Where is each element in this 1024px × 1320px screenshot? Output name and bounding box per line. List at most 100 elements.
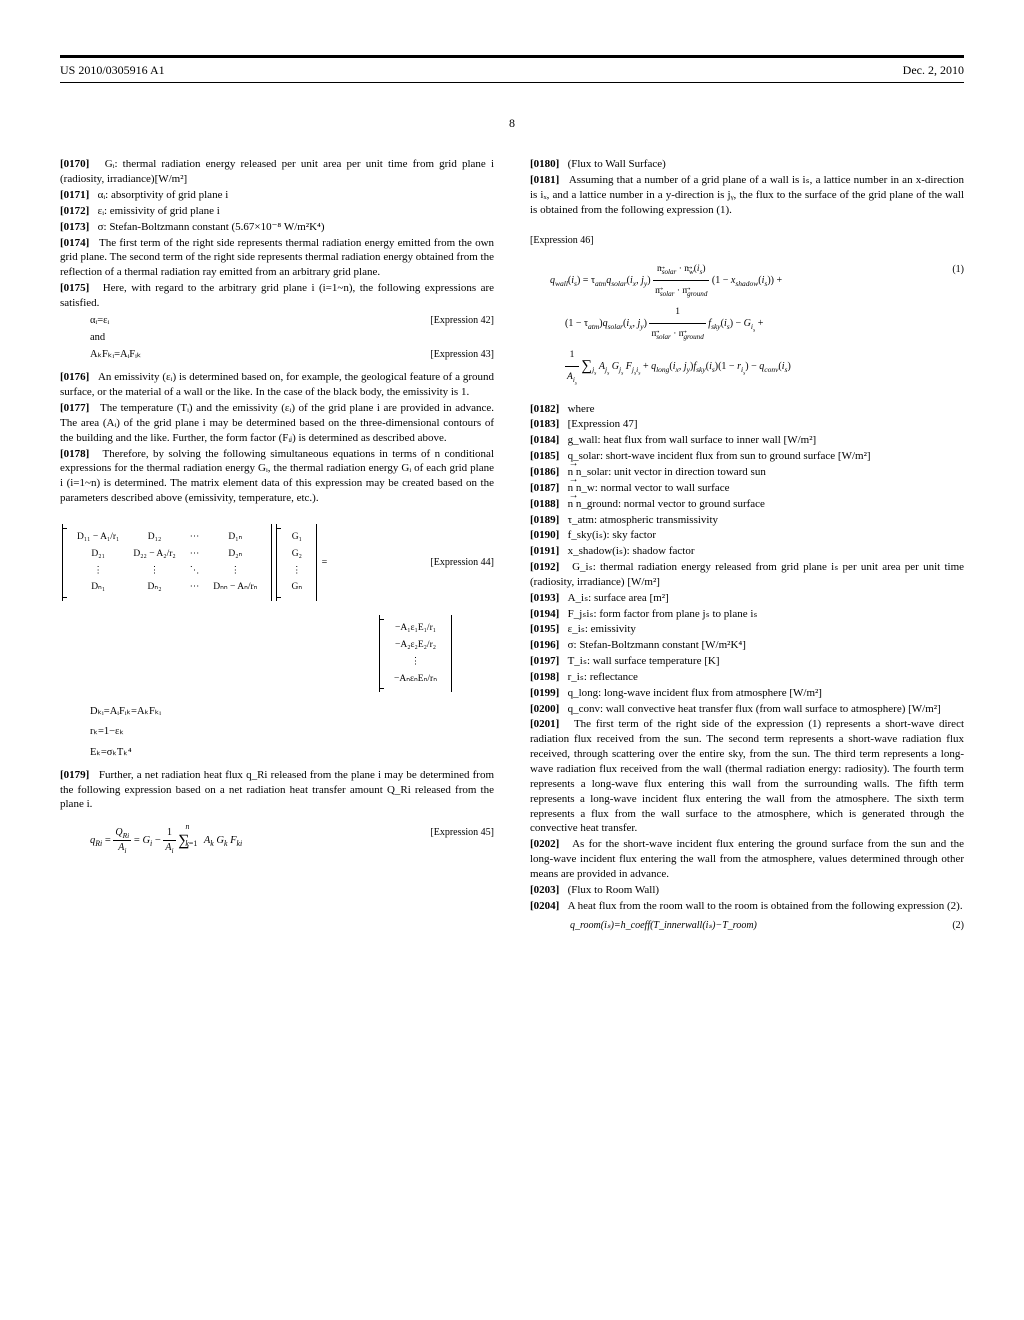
text: An emissivity (εᵢ) is determined based o… [60,371,494,398]
expression-43: AₖFₖᵢ=AᵢFᵢₖ [Expression 43] [90,348,494,362]
expression-2: (2) q_room(iₛ)=h_coeff(T_innerwall(iₛ)−T… [570,919,964,933]
doc-id: US 2010/0305916 A1 [60,62,165,78]
para-0170: [0170] Gᵢ: thermal radiation energy rele… [60,157,494,187]
expression-46-label: [Expression 46] [530,234,964,248]
label: [Expression 44] [418,556,494,570]
def-r: rₖ=1−εₖ [90,725,494,739]
para-0194: [0194] F_jₛiₛ: form factor from plane jₛ… [530,607,964,622]
text: A heat flux from the room wall to the ro… [568,900,963,912]
expression-45: [Expression 45] qRi = QRiAi = Gi − 1Ai ∑… [90,826,494,854]
para-0203: [0203] (Flux to Room Wall) [530,883,964,898]
para-0180: [0180] (Flux to Wall Surface) [530,157,964,172]
text: Further, a net radiation heat flux q_Ri … [60,769,494,811]
doc-date: Dec. 2, 2010 [903,62,964,78]
d-matrix: D₁₁ − A₁/r₁D₁₂⋯D₁ₙ D₂₁D₂₂ − A₂/r₂⋯D₂ₙ ⋮⋮… [62,524,272,601]
label: [Expression 42] [418,314,494,328]
text: n_w: normal vector to wall surface [576,482,730,494]
expression-44: D₁₁ − A₁/r₁D₁₂⋯D₁ₙ D₂₁D₂₂ − A₂/r₂⋯D₂ₙ ⋮⋮… [60,524,494,601]
para-0174: [0174] The first term of the right side … [60,236,494,281]
text: The temperature (Tᵢ) and the emissivity … [60,402,494,444]
text: G_iₛ: thermal radiation energy released … [530,561,964,588]
para-0202: [0202] As for the short-wave incident fl… [530,837,964,882]
para-0176: [0176] An emissivity (εᵢ) is determined … [60,370,494,400]
text: τ_atm: atmospheric transmissivity [568,514,718,526]
para-0188: [0188] n n_ground: normal vector to grou… [530,497,964,512]
math: αᵢ=εᵢ [90,314,418,328]
text: Therefore, by solving the following simu… [60,448,494,505]
para-0172: [0172] εᵢ: emissivity of grid plane i [60,204,494,219]
text: and [90,331,494,345]
text: n_ground: normal vector to ground surfac… [576,498,765,510]
text: A_iₛ: surface area [m²] [568,592,669,604]
label: [Expression 45] [430,826,494,840]
right-column: [0180] (Flux to Wall Surface) [0181] Ass… [530,157,964,947]
para-0191: [0191] x_shadow(iₛ): shadow factor [530,544,964,559]
expression-1: (1) qwall(is) = τatmqsolar(ix, jy) nsola… [550,259,964,387]
text: q_conv: wall convective heat transfer fl… [568,703,941,715]
para-0193: [0193] A_iₛ: surface area [m²] [530,591,964,606]
g-vector: G₁ G₂ ⋮ Gₙ [276,524,317,601]
para-0177: [0177] The temperature (Tᵢ) and the emis… [60,401,494,446]
para-0173: [0173] σ: Stefan-Boltzmann constant (5.6… [60,220,494,235]
text: αᵢ: absorptivity of grid plane i [98,189,229,201]
para-0186: [0186] n n_solar: unit vector in directi… [530,465,964,480]
para-0187: [0187] n n_w: normal vector to wall surf… [530,481,964,496]
text: (Flux to Wall Surface) [568,158,666,170]
para-0179: [0179] Further, a net radiation heat flu… [60,768,494,813]
text: σ: Stefan-Boltzmann constant (5.67×10⁻⁸ … [98,221,325,233]
text: r_iₛ: reflectance [568,671,638,683]
equals: = [319,556,330,570]
rhs-vector-wrap: −A₁ε₁E₁/r₁ −A₂ε₂E₂/r₂ ⋮ −AₙεₙEₙ/rₙ [60,615,454,697]
math: AₖFₖᵢ=AᵢFᵢₖ [90,348,418,362]
eq-num: (2) [952,919,964,933]
text: Gᵢ: thermal radiation energy released pe… [60,158,494,185]
text: F_jₛiₛ: form factor from plane jₛ to pla… [568,608,758,620]
para-0189: [0189] τ_atm: atmospheric transmissivity [530,513,964,528]
expression-42: αᵢ=εᵢ [Expression 42] [90,314,494,328]
text: εᵢ: emissivity of grid plane i [98,205,220,217]
para-0200: [0200] q_conv: wall convective heat tran… [530,702,964,717]
para-0204: [0204] A heat flux from the room wall to… [530,899,964,914]
text: Assuming that a number of a grid plane o… [530,174,964,216]
text: g_wall: heat flux from wall surface to i… [568,434,817,446]
text: Here, with regard to the arbitrary grid … [60,282,494,309]
text: (Flux to Room Wall) [568,884,660,896]
def-d: Dₖᵢ=AᵢFᵢₖ=AₖFₖᵢ [90,705,494,719]
para-0199: [0199] q_long: long-wave incident flux f… [530,686,964,701]
term-definitions: [0182] where [0183] [Expression 47] [018… [530,402,964,717]
para-0196: [0196] σ: Stefan-Boltzmann constant [W/m… [530,638,964,653]
text: q_long: long-wave incident flux from atm… [568,687,822,699]
text: The first term of the right side represe… [60,237,494,279]
text: As for the short-wave incident flux ente… [530,838,964,880]
eq-num: (1) [952,259,964,281]
text: f_sky(iₛ): sky factor [568,529,656,541]
math: qwall(is) = τatmqsolar(ix, jy) nsolar · … [550,275,791,372]
para-0171: [0171] αᵢ: absorptivity of grid plane i [60,188,494,203]
label: [Expression 43] [418,348,494,362]
page-number: 8 [60,115,964,131]
para-0184: [0184] g_wall: heat flux from wall surfa… [530,433,964,448]
page: US 2010/0305916 A1 Dec. 2, 2010 8 [0170]… [0,55,1024,987]
columns: [0170] Gᵢ: thermal radiation energy rele… [60,157,964,947]
expr44-definitions: Dₖᵢ=AᵢFᵢₖ=AₖFₖᵢ rₖ=1−εₖ Eₖ=σₖTₖ⁴ [90,705,494,760]
math: qRi = QRiAi = Gi − 1Ai ∑k=1n Ak Gk Fki [90,835,242,846]
text: q_solar: short-wave incident flux from s… [568,450,871,462]
rhs-vector: −A₁ε₁E₁/r₁ −A₂ε₂E₂/r₂ ⋮ −AₙεₙEₙ/rₙ [379,615,452,692]
text: T_iₛ: wall surface temperature [K] [568,655,720,667]
para-0178: [0178] Therefore, by solving the followi… [60,447,494,506]
para-0198: [0198] r_iₛ: reflectance [530,670,964,685]
text: x_shadow(iₛ): shadow factor [568,545,695,557]
para-0190: [0190] f_sky(iₛ): sky factor [530,528,964,543]
text: σ: Stefan-Boltzmann constant [W/m²K⁴] [568,639,746,651]
and-text: and [90,331,494,345]
text: where [568,403,595,415]
def-e: Eₖ=σₖTₖ⁴ [90,746,494,760]
para-0183: [0183] [Expression 47] [530,417,964,432]
text: [Expression 47] [568,418,638,430]
header-bar: US 2010/0305916 A1 Dec. 2, 2010 [60,55,964,83]
text: The first term of the right side of the … [530,718,964,834]
para-0192: [0192] G_iₛ: thermal radiation energy re… [530,560,964,590]
para-0201: [0201] The first term of the right side … [530,717,964,836]
para-0181: [0181] Assuming that a number of a grid … [530,173,964,218]
left-column: [0170] Gᵢ: thermal radiation energy rele… [60,157,494,947]
